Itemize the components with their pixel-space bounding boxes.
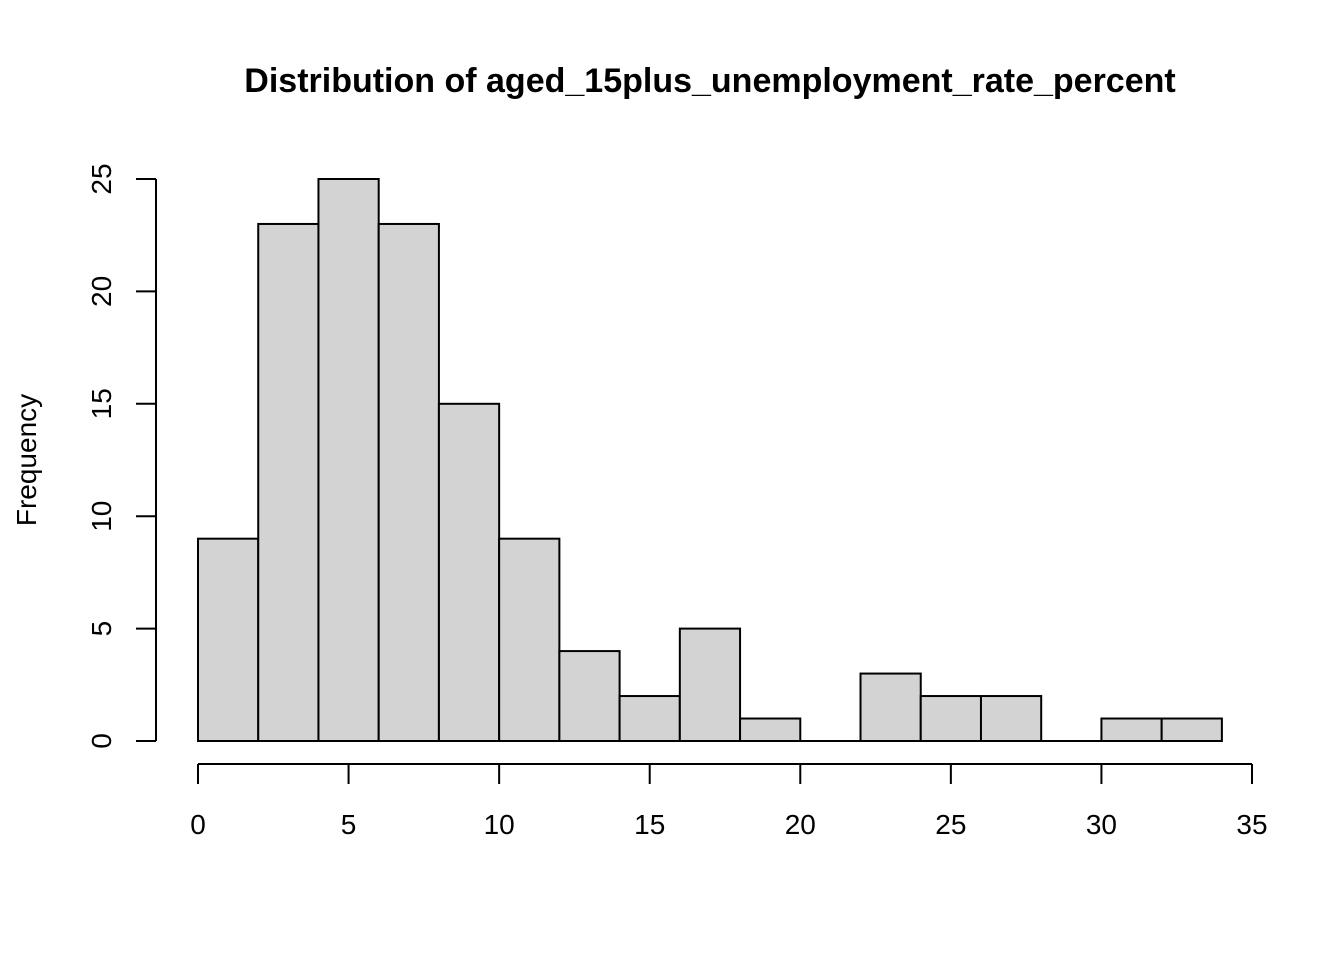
x-tick-label: 0 (190, 809, 206, 840)
y-axis-label: Frequency (11, 394, 42, 526)
x-tick-label: 10 (484, 809, 515, 840)
histogram-bar (859, 672, 922, 742)
histogram-bar (919, 695, 982, 742)
x-tick-label: 15 (634, 809, 665, 840)
x-tick-label: 35 (1236, 809, 1267, 840)
y-tick-label: 25 (86, 163, 117, 194)
y-axis: 0 5 10 15 20 25 (86, 163, 157, 749)
bars-group (197, 178, 1223, 743)
histogram-bar (739, 717, 802, 743)
x-tick-label: 20 (785, 809, 816, 840)
histogram-bar (678, 627, 742, 742)
y-tick-label: 20 (86, 276, 117, 307)
y-tick-label: 10 (86, 501, 117, 532)
x-tick-label: 30 (1086, 809, 1117, 840)
x-tick-label: 25 (935, 809, 966, 840)
y-tick-label: 0 (86, 733, 117, 749)
histogram-bar (317, 178, 380, 742)
histogram-bar (498, 537, 561, 742)
histogram-bar (1100, 717, 1163, 743)
histogram-bar (197, 537, 260, 742)
chart-title: Distribution of aged_15plus_unemployment… (244, 62, 1175, 100)
histogram-bar (618, 695, 681, 742)
histogram-bar (377, 222, 440, 742)
x-tick-label: 5 (341, 809, 357, 840)
histogram-bar (437, 402, 501, 742)
x-axis: 0 5 10 15 20 25 30 35 (190, 763, 1268, 840)
histogram-bar (1160, 717, 1223, 743)
histogram-bar (558, 650, 621, 743)
histogram-bar (979, 695, 1043, 742)
y-tick-label: 15 (86, 388, 117, 419)
histogram-bar (257, 222, 320, 742)
y-tick-label: 5 (86, 621, 117, 637)
